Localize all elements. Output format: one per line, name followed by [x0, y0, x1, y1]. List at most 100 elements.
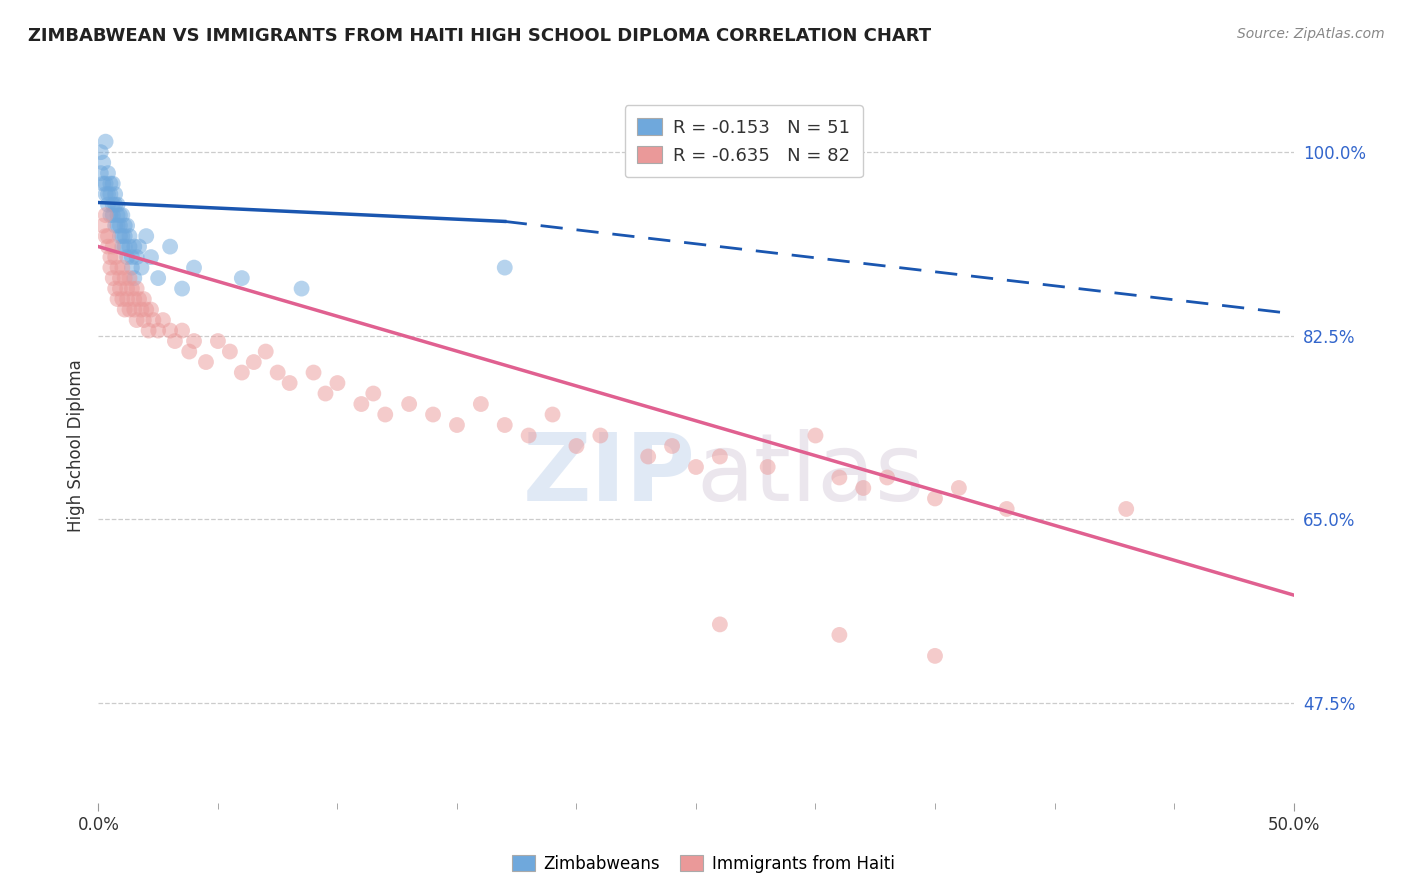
- Text: atlas: atlas: [696, 428, 924, 521]
- Point: [828, 470, 851, 484]
- Point: [94, 229, 117, 244]
- Point: [101, 177, 124, 191]
- Point: [828, 628, 851, 642]
- Point: [124, 239, 146, 253]
- Point: [98, 177, 122, 191]
- Y-axis label: High School Diploma: High School Diploma: [66, 359, 84, 533]
- Point: [159, 324, 181, 338]
- Point: [124, 302, 146, 317]
- Point: [108, 271, 131, 285]
- Point: [118, 239, 141, 253]
- Point: [98, 187, 122, 202]
- Point: [107, 260, 129, 275]
- Point: [115, 219, 138, 233]
- Point: [128, 239, 150, 253]
- Point: [152, 313, 174, 327]
- Point: [91, 155, 114, 169]
- Point: [995, 502, 1018, 516]
- Point: [104, 219, 127, 233]
- Point: [278, 376, 301, 390]
- Point: [98, 260, 122, 275]
- Point: [97, 187, 120, 202]
- Point: [104, 250, 127, 264]
- Point: [398, 397, 420, 411]
- Text: ZIMBABWEAN VS IMMIGRANTS FROM HAITI HIGH SCHOOL DIPLOMA CORRELATION CHART: ZIMBABWEAN VS IMMIGRANTS FROM HAITI HIGH…: [28, 27, 931, 45]
- Point: [91, 219, 114, 233]
- Point: [326, 376, 349, 390]
- Point: [132, 292, 155, 306]
- Point: [131, 302, 153, 317]
- Point: [267, 366, 290, 380]
- Point: [125, 250, 148, 264]
- Point: [172, 282, 194, 296]
- Point: [183, 260, 205, 275]
- Point: [924, 648, 946, 663]
- Point: [121, 260, 143, 275]
- Point: [108, 229, 131, 244]
- Point: [94, 208, 117, 222]
- Point: [207, 334, 229, 348]
- Point: [97, 166, 120, 180]
- Point: [91, 177, 114, 191]
- Point: [494, 260, 516, 275]
- Point: [115, 292, 138, 306]
- Point: [111, 239, 134, 253]
- Point: [107, 219, 129, 233]
- Point: [90, 166, 112, 180]
- Point: [852, 481, 875, 495]
- Point: [142, 313, 165, 327]
- Point: [637, 450, 659, 464]
- Point: [114, 302, 136, 317]
- Point: [108, 219, 131, 233]
- Point: [101, 271, 124, 285]
- Point: [291, 282, 314, 296]
- Point: [172, 324, 194, 338]
- Point: [139, 302, 162, 317]
- Point: [97, 229, 120, 244]
- Point: [111, 292, 134, 306]
- Point: [101, 197, 124, 211]
- Point: [114, 219, 136, 233]
- Legend: Zimbabweans, Immigrants from Haiti: Zimbabweans, Immigrants from Haiti: [505, 848, 901, 880]
- Point: [470, 397, 492, 411]
- Point: [541, 408, 564, 422]
- Point: [125, 282, 148, 296]
- Point: [97, 197, 120, 211]
- Point: [422, 408, 444, 422]
- Point: [111, 208, 134, 222]
- Point: [121, 282, 143, 296]
- Point: [118, 302, 141, 317]
- Point: [350, 397, 373, 411]
- Point: [101, 208, 124, 222]
- Point: [876, 470, 898, 484]
- Point: [374, 408, 396, 422]
- Point: [661, 439, 683, 453]
- Point: [179, 344, 201, 359]
- Point: [589, 428, 612, 442]
- Point: [121, 250, 143, 264]
- Point: [107, 197, 129, 211]
- Point: [107, 208, 129, 222]
- Point: [948, 481, 970, 495]
- Point: [114, 229, 136, 244]
- Point: [302, 366, 325, 380]
- Point: [115, 250, 138, 264]
- Point: [114, 239, 136, 253]
- Point: [163, 334, 186, 348]
- Point: [315, 386, 337, 401]
- Point: [115, 282, 138, 296]
- Point: [118, 271, 141, 285]
- Point: [685, 460, 707, 475]
- Point: [446, 417, 468, 432]
- Point: [94, 187, 117, 202]
- Point: [135, 229, 157, 244]
- Point: [494, 417, 516, 432]
- Point: [219, 344, 242, 359]
- Point: [254, 344, 277, 359]
- Point: [924, 491, 946, 506]
- Point: [243, 355, 266, 369]
- Point: [756, 460, 779, 475]
- Point: [108, 282, 131, 296]
- Point: [231, 366, 253, 380]
- Point: [114, 271, 136, 285]
